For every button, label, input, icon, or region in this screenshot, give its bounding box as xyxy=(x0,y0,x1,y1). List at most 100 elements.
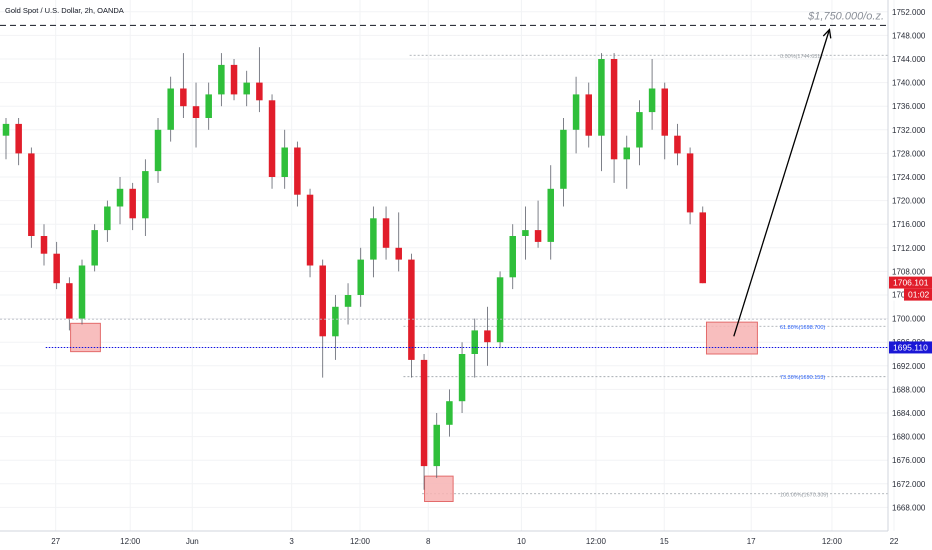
candle-body-down xyxy=(408,259,415,360)
candle-body-up xyxy=(91,230,98,266)
candle-body-down xyxy=(395,247,402,260)
candle-body-up xyxy=(547,188,554,242)
candle-body-down xyxy=(534,230,542,242)
candle-body-up xyxy=(471,330,478,354)
time-axis[interactable]: 27 12:00 Jun 3 12:00 8 10 12:00 15 17 12:00 22 xyxy=(0,530,899,546)
fibonacci-retracement[interactable]: 0.00%(1744.631) 61.80%(1698.700) 73.30%(16… xyxy=(403,54,888,498)
y-tick-label: 1736.000 xyxy=(892,102,926,111)
candle-body-up xyxy=(2,123,10,136)
price-axis[interactable]: 1668.000 1672.000 1676.000 1680.000 1684.000… xyxy=(887,0,932,531)
candle-body-down xyxy=(192,106,200,118)
candle-body-down xyxy=(699,212,707,284)
projection-arrow-head xyxy=(822,28,832,39)
candle-body-down xyxy=(661,88,669,136)
y-tick-label: 1672.000 xyxy=(892,480,926,489)
support-zone-box[interactable] xyxy=(70,322,101,353)
y-tick-label: 1668.000 xyxy=(892,503,926,512)
candle-body-down xyxy=(674,135,681,154)
y-tick-label: 1748.000 xyxy=(892,31,926,40)
candle-body-down xyxy=(15,123,22,154)
candle-body-down xyxy=(66,283,73,319)
y-tick-label: 1728.000 xyxy=(892,149,926,158)
symbol-title: Gold Spot / U.S. Dollar, 2h, OANDA xyxy=(5,6,124,15)
y-tick-label: 1720.000 xyxy=(892,197,926,206)
support-zones[interactable] xyxy=(70,321,758,503)
candle-body-up xyxy=(78,265,86,319)
x-tick-label: 12:00 xyxy=(350,537,371,546)
candle-body-down xyxy=(294,147,301,195)
candle-body-down xyxy=(268,100,276,177)
candle-body-up xyxy=(104,206,111,231)
candle-body-down xyxy=(585,94,592,136)
candle-body-down xyxy=(230,64,238,95)
chart-overlays[interactable]: $1,750.000/o.z. xyxy=(0,10,888,348)
candle-body-up xyxy=(509,236,516,278)
x-tick-label: 27 xyxy=(51,537,60,546)
candle-body-down xyxy=(28,153,35,236)
y-tick-label: 1724.000 xyxy=(892,173,926,182)
countdown-badge[interactable] xyxy=(904,288,932,301)
candle-body-up xyxy=(142,171,149,219)
target-price-label: $1,750.000/o.z. xyxy=(807,10,884,22)
candle-body-up xyxy=(598,59,605,136)
y-tick-label: 1752.000 xyxy=(892,8,926,17)
candle-body-down xyxy=(129,188,136,219)
candle-body-up xyxy=(357,259,364,295)
y-tick-label: 1732.000 xyxy=(892,126,926,135)
candle-body-up xyxy=(636,112,643,148)
candlestick-series xyxy=(2,47,707,490)
candle-body-up xyxy=(572,94,580,130)
candle-body-up xyxy=(154,129,162,172)
candle-body-up xyxy=(167,88,174,130)
y-tick-label: 1740.000 xyxy=(892,79,926,88)
candle-body-up xyxy=(344,295,352,307)
support-zone-box[interactable] xyxy=(424,475,454,503)
x-tick-label: 3 xyxy=(289,537,294,546)
y-tick-label: 1712.000 xyxy=(892,244,926,253)
candle-body-down xyxy=(484,330,491,343)
grid-lines xyxy=(0,0,895,531)
y-tick-label: 1708.000 xyxy=(892,267,926,276)
x-tick-label: 12:00 xyxy=(586,537,607,546)
x-tick-label: 10 xyxy=(517,537,526,546)
x-tick-label: Jun xyxy=(186,537,199,546)
candle-body-down xyxy=(53,253,60,284)
candle-body-up xyxy=(522,230,529,236)
x-tick-label: 8 xyxy=(426,537,431,546)
candle-body-up xyxy=(496,277,504,343)
y-tick-label: 1684.000 xyxy=(892,409,926,418)
fib-level-label: 0.00%(1744.631) xyxy=(780,54,822,60)
candle-body-down xyxy=(382,218,390,248)
projection-arrow-line[interactable] xyxy=(733,29,831,337)
countdown-value: 01:02 xyxy=(908,290,930,300)
x-tick-label: 22 xyxy=(890,537,899,546)
support-zone-box[interactable] xyxy=(705,321,758,355)
y-tick-label: 1744.000 xyxy=(892,55,926,64)
candle-body-up xyxy=(205,94,212,118)
candle-body-down xyxy=(180,88,187,107)
fib-level-label: 61.80%(1698.700) xyxy=(780,325,825,331)
x-tick-label: 12:00 xyxy=(120,537,141,546)
y-tick-label: 1688.000 xyxy=(892,385,926,394)
x-tick-label: 12:00 xyxy=(822,537,843,546)
candle-body-up xyxy=(446,401,453,425)
x-tick-label: 15 xyxy=(660,537,669,546)
candle-body-down xyxy=(610,59,618,160)
fib-level-label: 73.30%(1690.153) xyxy=(780,375,825,381)
candle-body-down xyxy=(686,153,694,213)
candle-body-down xyxy=(40,236,48,254)
candle-body-down xyxy=(306,194,314,266)
candle-body-down xyxy=(420,359,428,467)
x-tick-label: 17 xyxy=(747,537,756,546)
candle-body-up xyxy=(433,424,440,467)
current-price-badge[interactable] xyxy=(889,276,932,289)
y-tick-label: 1680.000 xyxy=(892,433,926,442)
y-tick-label: 1692.000 xyxy=(892,362,926,371)
support-price-badge[interactable] xyxy=(889,341,932,354)
candle-body-down xyxy=(256,82,263,101)
candle-body-up xyxy=(218,64,225,95)
candle-body-up xyxy=(243,82,250,95)
support-price-value: 1695.110 xyxy=(893,342,928,352)
